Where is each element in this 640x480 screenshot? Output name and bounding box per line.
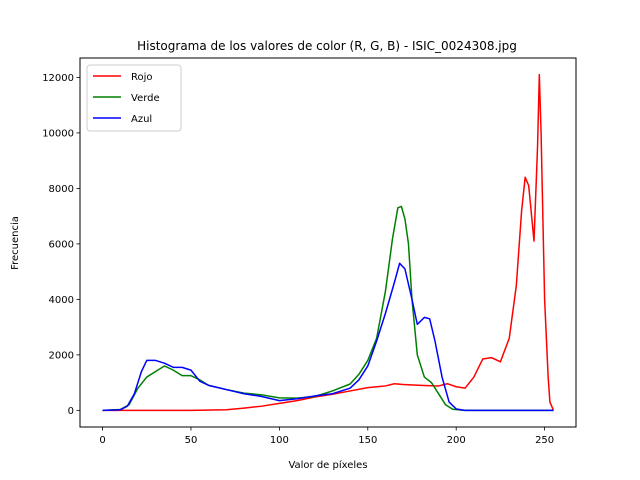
y-tick-label: 10000 [42,128,74,139]
x-tick-label: 100 [270,435,289,446]
y-tick-label: 6000 [49,239,74,250]
y-tick-label: 4000 [49,295,74,306]
x-tick-label: 250 [535,435,554,446]
x-tick-label: 0 [99,435,105,446]
legend-label: Rojo [131,72,153,83]
plot-frame [79,57,577,428]
x-tick-label: 150 [358,435,377,446]
x-tick-label: 200 [447,435,466,446]
y-tick-label: 0 [68,406,74,417]
y-axis-ticks: 0 2000 4000 6000 8000 10000 12000 [42,73,80,417]
y-tick-label: 2000 [49,350,74,361]
legend-label: Azul [131,114,152,125]
x-axis-ticks: 0 50 100 150 200 250 [99,427,554,446]
series-line-verde [102,205,554,412]
legend-box [86,64,182,132]
legend: Rojo Verde Azul [86,64,182,132]
y-tick-label: 12000 [42,73,74,84]
x-axis-label: Valor de píxeles [288,459,367,471]
series-line-azul [102,262,554,412]
y-tick-label: 8000 [49,184,74,195]
series-layer [102,73,555,412]
y-axis-label: Frecuencia [10,216,21,270]
legend-label: Verde [131,93,160,104]
chart-title: Histograma de los valores de color (R, G… [137,39,517,53]
series-line-rojo [102,73,555,412]
x-tick-label: 50 [185,435,198,446]
